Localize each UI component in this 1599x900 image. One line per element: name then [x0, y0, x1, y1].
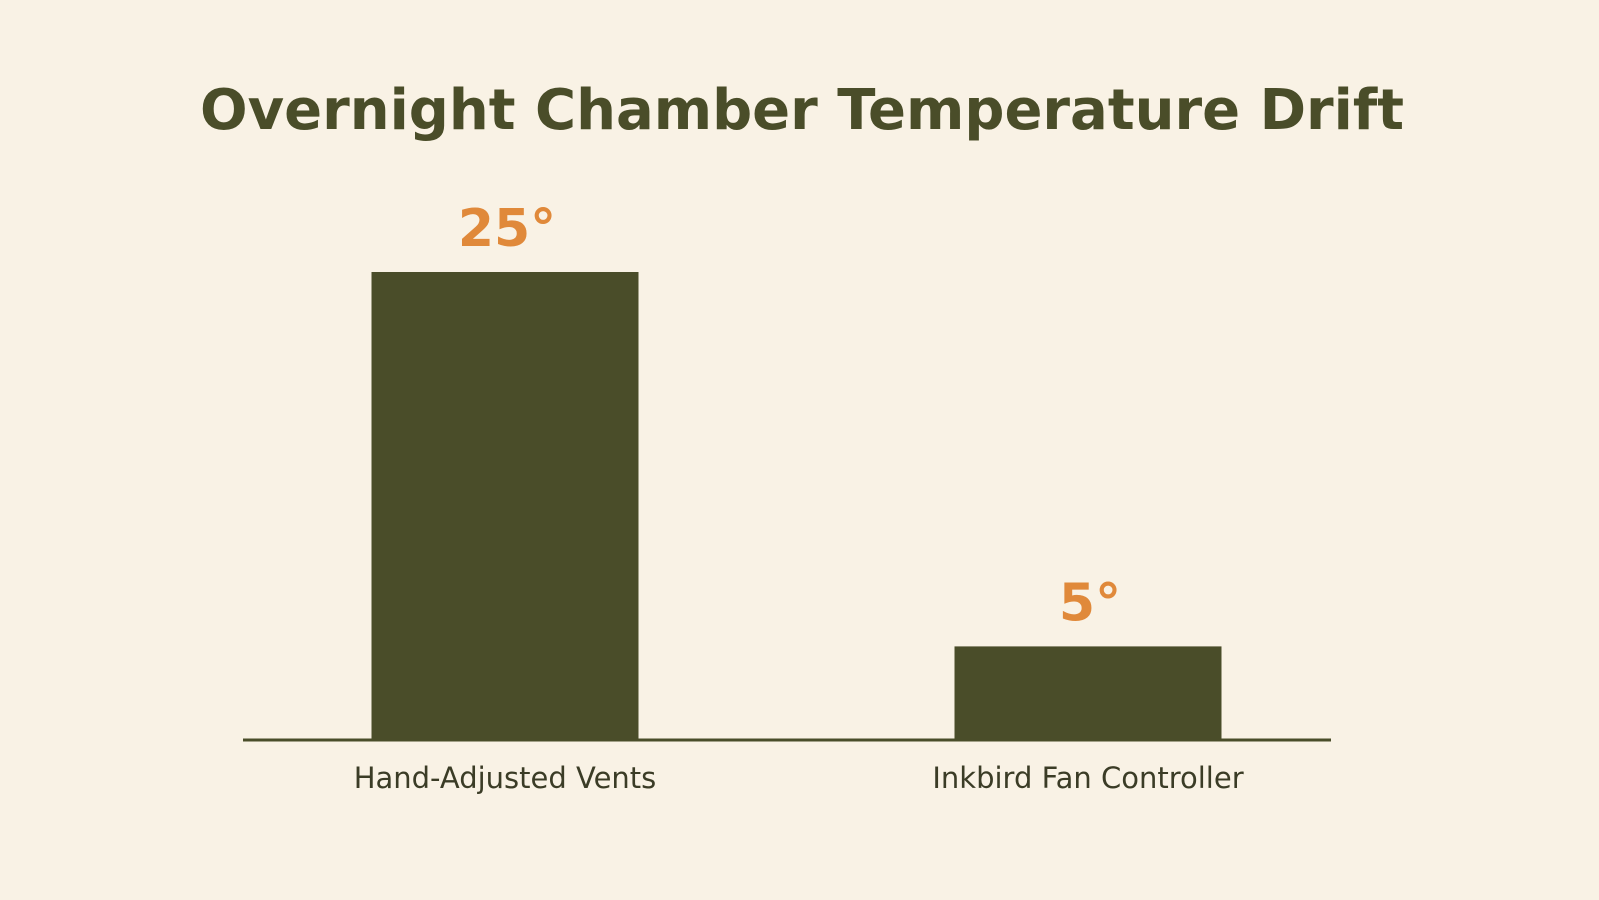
chart-title: Overnight Chamber Temperature Drift: [200, 78, 1404, 143]
value-label: 5°: [1059, 573, 1121, 633]
value-label: 25°: [458, 199, 556, 259]
bar: [954, 646, 1222, 740]
x-tick-label: Hand-Adjusted Vents: [354, 761, 657, 795]
bar: [371, 272, 639, 740]
x-tick-label: Inkbird Fan Controller: [932, 761, 1243, 795]
